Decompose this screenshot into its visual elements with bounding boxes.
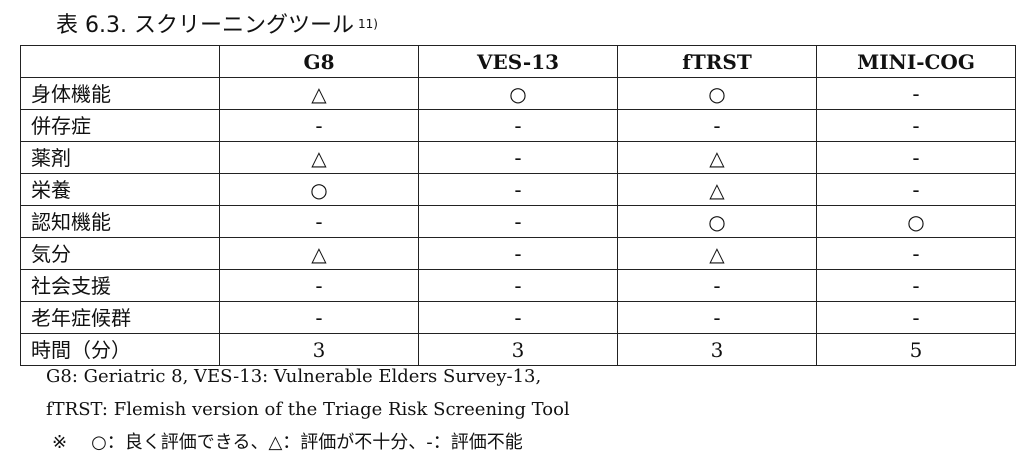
table-cell: - bbox=[219, 301, 419, 334]
table-cell: 5 bbox=[816, 333, 1016, 366]
header-cell-g8: G8 bbox=[219, 45, 419, 78]
table-cell: - bbox=[418, 269, 618, 302]
table-cell: - bbox=[418, 301, 618, 334]
table-cell: - bbox=[617, 301, 817, 334]
row-label: 老年症候群 bbox=[20, 301, 220, 334]
table-cell: - bbox=[816, 237, 1016, 270]
row-label: 社会支援 bbox=[20, 269, 220, 302]
header-cell-minicog: MINI-COG bbox=[816, 45, 1016, 78]
legend-text: ○：良く評価できる、△：評価が不十分、-：評価不能 bbox=[91, 432, 523, 453]
note-mark: ※ bbox=[52, 432, 68, 453]
header-cell-ves13: VES-13 bbox=[418, 45, 618, 78]
row-label: 併存症 bbox=[20, 109, 220, 142]
row-label: 時間（分） bbox=[20, 333, 220, 366]
note-line-2: fTRST: Flemish version of the Triage Ris… bbox=[46, 399, 570, 420]
row-label: 認知機能 bbox=[20, 205, 220, 238]
table-cell: - bbox=[816, 77, 1016, 110]
table-cell: - bbox=[418, 109, 618, 142]
row-label: 気分 bbox=[20, 237, 220, 270]
table-cell: △ bbox=[219, 77, 419, 110]
table-cell: ○ bbox=[617, 77, 817, 110]
caption-reference: 11) bbox=[357, 17, 378, 31]
table-row: 栄養 ○ - △ - bbox=[20, 173, 1016, 206]
row-label: 身体機能 bbox=[20, 77, 220, 110]
table-cell: - bbox=[816, 301, 1016, 334]
table-cell: - bbox=[816, 173, 1016, 206]
table-cell: △ bbox=[219, 237, 419, 270]
header-row: G8 VES-13 fTRST MINI-COG bbox=[20, 45, 1016, 78]
table-row: 併存症 - - - - bbox=[20, 109, 1016, 142]
table-notes: G8: Geriatric 8, VES-13: Vulnerable Elde… bbox=[46, 360, 570, 459]
row-label: 薬剤 bbox=[20, 141, 220, 174]
table-cell: - bbox=[418, 173, 618, 206]
table-row: 認知機能 - - ○ ○ bbox=[20, 205, 1016, 238]
table-cell: △ bbox=[617, 141, 817, 174]
table-cell: △ bbox=[219, 141, 419, 174]
table-cell: - bbox=[219, 269, 419, 302]
table-row: 身体機能 △ ○ ○ - bbox=[20, 77, 1016, 110]
table-cell: △ bbox=[617, 237, 817, 270]
table-cell: ○ bbox=[816, 205, 1016, 238]
table-row: 薬剤 △ - △ - bbox=[20, 141, 1016, 174]
table-cell: 3 bbox=[219, 333, 419, 366]
table-cell: - bbox=[219, 109, 419, 142]
table-cell: - bbox=[816, 269, 1016, 302]
row-label: 栄養 bbox=[20, 173, 220, 206]
table-cell: - bbox=[418, 141, 618, 174]
table-cell: - bbox=[418, 205, 618, 238]
table-row: 社会支援 - - - - bbox=[20, 269, 1016, 302]
table-cell: - bbox=[816, 141, 1016, 174]
table-cell: - bbox=[418, 237, 618, 270]
table-row: 老年症候群 - - - - bbox=[20, 301, 1016, 334]
table-cell: - bbox=[219, 205, 419, 238]
table-cell: △ bbox=[617, 173, 817, 206]
note-line-1: G8: Geriatric 8, VES-13: Vulnerable Elde… bbox=[46, 366, 542, 387]
table-cell: - bbox=[816, 109, 1016, 142]
header-cell-empty bbox=[20, 45, 220, 78]
legend-line: ※ ○：良く評価できる、△：評価が不十分、-：評価不能 bbox=[46, 426, 570, 459]
table-cell: ○ bbox=[219, 173, 419, 206]
table-row: 気分 △ - △ - bbox=[20, 237, 1016, 270]
table-cell: ○ bbox=[418, 77, 618, 110]
table-cell: ○ bbox=[617, 205, 817, 238]
table-row: 時間（分） 3 3 3 5 bbox=[20, 333, 1016, 366]
caption-title: 表 6.3. スクリーニングツール bbox=[56, 13, 354, 38]
header-cell-ftrst: fTRST bbox=[617, 45, 817, 78]
table-cell: - bbox=[617, 109, 817, 142]
table-caption: 表 6.3. スクリーニングツール 11) bbox=[56, 12, 378, 40]
screening-tools-table: G8 VES-13 fTRST MINI-COG 身体機能 △ ○ ○ - 併存症 - - - -… bbox=[20, 45, 1016, 366]
table-cell: - bbox=[617, 269, 817, 302]
table-cell: 3 bbox=[617, 333, 817, 366]
